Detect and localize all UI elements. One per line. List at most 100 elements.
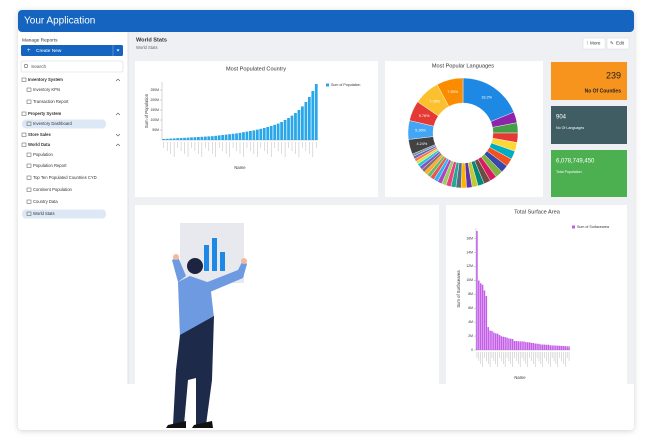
more-button[interactable] (582, 37, 606, 50)
bar (165, 138, 169, 140)
x-axis-label: Name (234, 165, 246, 170)
bar (252, 130, 256, 140)
folder-icon (21, 142, 27, 147)
y-tick-label: 4M (468, 320, 473, 324)
bar (543, 344, 546, 350)
app-title: Your Application (24, 16, 95, 27)
bar (304, 102, 308, 140)
bar (245, 131, 249, 140)
bar (558, 345, 561, 350)
report-icon (26, 163, 32, 168)
bar (311, 91, 315, 140)
bar (478, 280, 480, 350)
bar (545, 344, 548, 350)
report-item[interactable]: Transaction Report (33, 99, 69, 104)
pie-slice (436, 77, 464, 107)
search-box[interactable] (20, 60, 124, 73)
folder-item[interactable]: Store Sales (28, 132, 51, 137)
bar (538, 343, 540, 350)
selected-highlight (22, 209, 106, 219)
report-icon (26, 99, 32, 104)
bar (273, 124, 277, 140)
bar (534, 343, 536, 350)
bar (525, 342, 527, 350)
bar (231, 133, 235, 140)
y-tick-label: 6M (468, 306, 473, 310)
slice-label: 7.35% (429, 99, 440, 103)
bar (203, 136, 207, 140)
surface-panel (446, 205, 627, 385)
sidebar-title: Manage Reports (22, 37, 58, 43)
bar (528, 342, 531, 350)
bar (228, 134, 231, 140)
create-button[interactable] (21, 45, 123, 56)
bar (280, 122, 283, 140)
bar (162, 139, 166, 140)
bar (508, 338, 510, 350)
bar (560, 345, 563, 350)
report-item[interactable]: Country Data (33, 199, 58, 204)
folder-item[interactable]: Property System (28, 111, 62, 116)
report-item[interactable]: Inventory KPIs (33, 87, 60, 92)
kpi-label: No Of Counties (585, 88, 622, 94)
folder-item[interactable]: Inventory System (28, 77, 63, 82)
bar (224, 134, 228, 140)
edit-label: Edit (616, 41, 625, 46)
bar (493, 332, 495, 350)
page-title: World Stats (136, 37, 167, 43)
kpi-value: 6,078,749,450 (556, 159, 595, 165)
more-label: More (590, 41, 601, 46)
create-label: Create New (36, 48, 62, 54)
bar (498, 335, 501, 350)
bar (283, 120, 287, 140)
search-placeholder: Search (31, 64, 47, 70)
bar (519, 341, 521, 350)
bar (249, 131, 252, 140)
kpi-card (551, 106, 627, 144)
report-item[interactable]: World Stats (33, 211, 55, 216)
report-icon (26, 152, 32, 157)
report-item[interactable]: Top Ten Populated Countries CYD (33, 175, 97, 180)
bar (307, 97, 311, 140)
shoe (192, 421, 213, 428)
folder-icon (21, 132, 27, 137)
y-tick-label: 150M (151, 108, 160, 112)
y-axis-label: Sum of Population (144, 93, 149, 128)
bar (568, 346, 570, 350)
hand (241, 258, 247, 264)
bar (511, 339, 514, 350)
bar (532, 343, 535, 350)
bar (221, 135, 225, 140)
y-tick-label: 16M (466, 236, 473, 240)
bar (494, 333, 497, 350)
slice-label: 5.76% (419, 114, 430, 118)
bar (517, 341, 520, 350)
left-arm (172, 257, 186, 282)
y-tick-label: 100M (151, 118, 160, 122)
chevron (115, 112, 121, 116)
kpi-label: No Of Languages (556, 126, 584, 130)
bar (496, 333, 499, 350)
report-item[interactable]: Population Report (33, 163, 67, 168)
bar (269, 126, 273, 140)
bar (551, 345, 553, 350)
population-panel (135, 61, 378, 197)
bar (513, 341, 516, 350)
bar (481, 284, 484, 350)
edit-button[interactable] (606, 37, 630, 50)
chevron (115, 133, 121, 137)
bar (214, 135, 218, 140)
report-item[interactable]: Continent Population (33, 187, 73, 192)
folder-item[interactable]: World Data (28, 142, 51, 147)
y-tick-label: 8M (468, 292, 473, 296)
report-item[interactable]: Inventory Dashboard (33, 121, 73, 126)
bar (193, 137, 197, 140)
illustration (166, 223, 247, 428)
report-item[interactable]: Population (33, 152, 53, 157)
report-icon (26, 87, 32, 92)
more-icon: ⁝ (587, 41, 589, 46)
bar (521, 341, 523, 350)
bar (276, 123, 280, 140)
bar (301, 106, 304, 140)
